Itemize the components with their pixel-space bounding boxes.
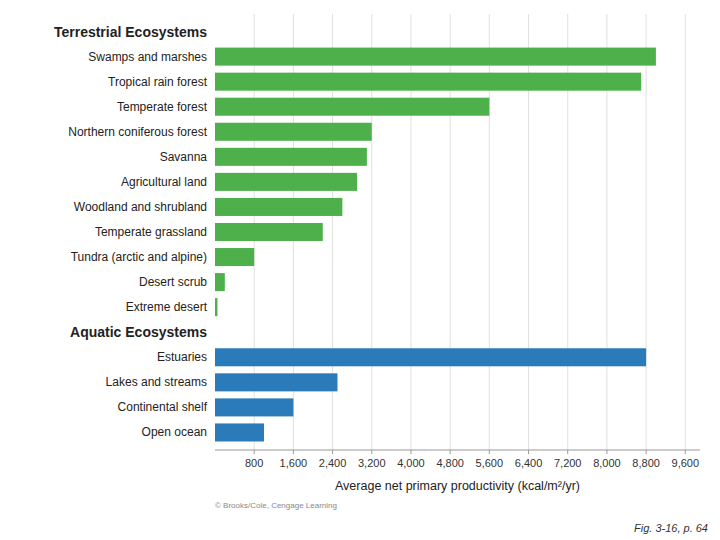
tick-label: 7,200: [554, 457, 582, 469]
tick-mark: [371, 450, 372, 454]
tick-label: 6,400: [515, 457, 543, 469]
x-axis-label: Average net primary productivity (kcal/m…: [335, 479, 580, 493]
bar: [215, 348, 646, 366]
category-label: Temperate forest: [117, 100, 208, 114]
tick-label: 1,600: [280, 457, 308, 469]
category-label: Desert scrub: [139, 275, 207, 289]
bar: [215, 148, 367, 166]
tick-mark: [332, 450, 333, 454]
bar: [215, 123, 372, 141]
tick-mark: [567, 450, 568, 454]
bar: [215, 98, 489, 116]
tick-mark: [606, 450, 607, 454]
tick-mark: [450, 450, 451, 454]
category-label: Savanna: [160, 150, 208, 164]
category-label: Tropical rain forest: [108, 75, 208, 89]
chart: 800 1,600 2,400 3,200 4,000 4,800 5,600 6,400 7,…: [0, 0, 720, 540]
bar: [215, 198, 342, 216]
bar: [215, 423, 264, 441]
bar: [215, 373, 337, 391]
bar: [215, 173, 357, 191]
x-ticks: 800 1,600 2,400 3,200 4,000 4,800 5,600 6,400 7,…: [245, 450, 699, 469]
tick-mark: [293, 450, 294, 454]
group-header: Aquatic Ecosystems: [70, 324, 207, 340]
bar: [215, 248, 254, 266]
category-label: Continental shelf: [118, 400, 208, 414]
tick-label: 2,400: [319, 457, 347, 469]
category-label: Swamps and marshes: [88, 50, 207, 64]
tick-label: 4,800: [436, 457, 464, 469]
bar: [215, 48, 656, 66]
tick-mark: [646, 450, 647, 454]
category-label: Tundra (arctic and alpine): [71, 250, 207, 264]
tick-mark: [410, 450, 411, 454]
tick-mark: [528, 450, 529, 454]
category-label: Agricultural land: [121, 175, 207, 189]
bar: [215, 398, 293, 416]
bar: [215, 73, 641, 91]
grid-line: [646, 14, 647, 450]
category-label: Woodland and shrubland: [74, 200, 207, 214]
bar: [215, 223, 323, 241]
y-labels: Terrestrial Ecosystems Swamps and marshes…: [54, 24, 208, 440]
category-label: Open ocean: [142, 425, 207, 439]
category-label: Northern coniferous forest: [68, 125, 207, 139]
tick-mark: [489, 450, 490, 454]
category-label: Temperate grassland: [95, 225, 207, 239]
tick-label: 3,200: [358, 457, 386, 469]
category-label: Extreme desert: [126, 300, 208, 314]
tick-label: 5,600: [476, 457, 504, 469]
tick-label: 8,800: [632, 457, 660, 469]
tick-label: 4,000: [397, 457, 425, 469]
grid-line: [685, 14, 686, 450]
tick-label: 800: [245, 457, 263, 469]
bar: [215, 298, 217, 316]
bar: [215, 273, 225, 291]
tick-mark: [685, 450, 686, 454]
tick-label: 9,600: [672, 457, 700, 469]
category-label: Lakes and streams: [106, 375, 207, 389]
tick-mark: [254, 450, 255, 454]
tick-label: 8,000: [593, 457, 621, 469]
group-header: Terrestrial Ecosystems: [54, 24, 207, 40]
category-label: Estuaries: [157, 350, 207, 364]
x-axis-line: [215, 450, 700, 451]
figure-note: Fig. 3-16, p. 64: [634, 522, 708, 534]
copyright-note: © Brooks/Cole, Cengage Learning: [215, 501, 337, 510]
bars: [215, 48, 656, 442]
